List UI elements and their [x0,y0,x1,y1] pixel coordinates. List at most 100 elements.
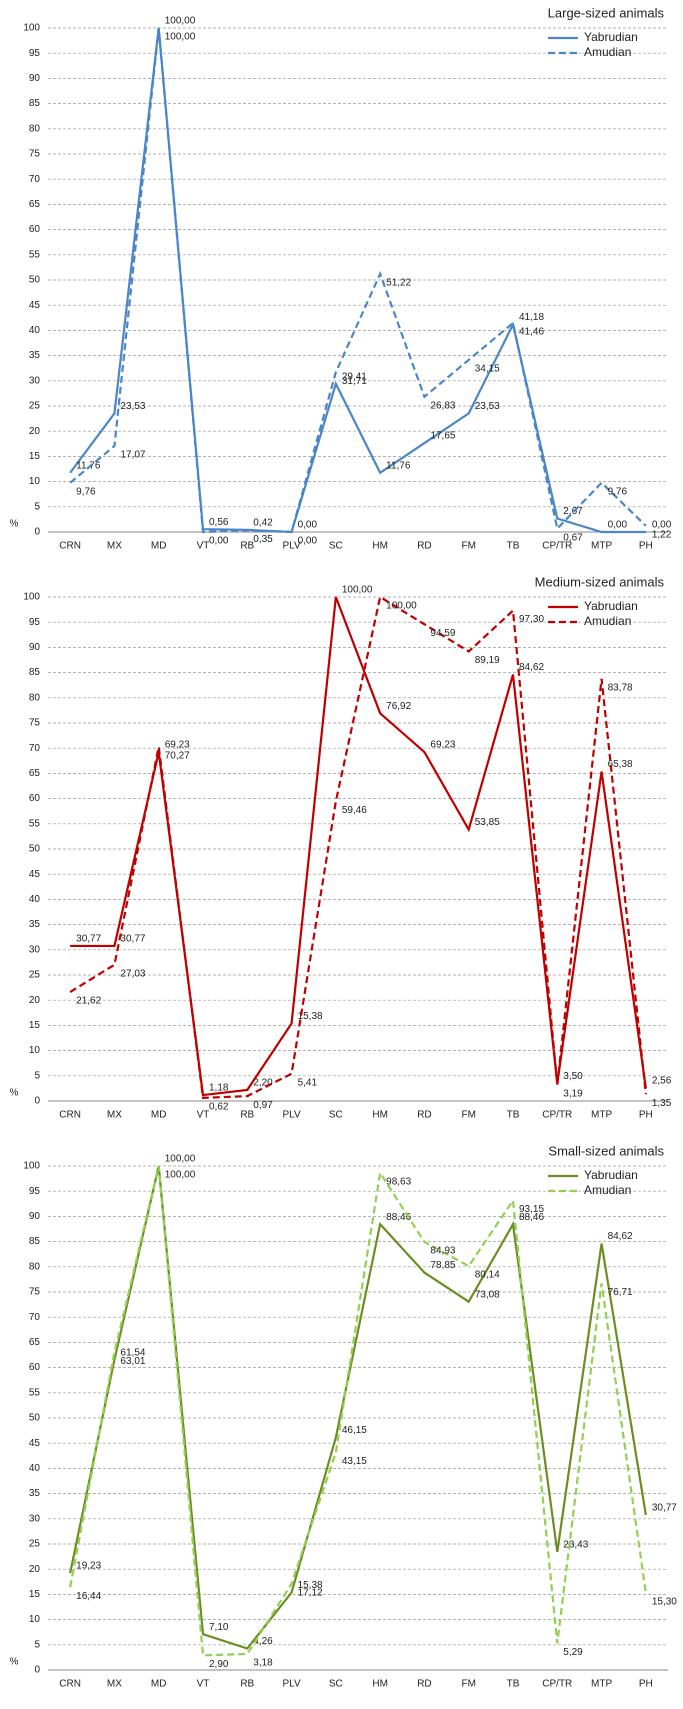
data-label: 100,00 [386,601,417,612]
data-label: 3,50 [563,1071,583,1082]
legend-label: Yabrudian [584,30,638,44]
x-tick-label: MX [107,541,122,552]
data-label: 2,67 [563,506,583,517]
y-tick-label: 15 [29,1589,41,1600]
y-tick-label: 85 [29,1236,41,1247]
data-label: 23,53 [120,401,145,412]
y-tick-label: 0 [34,527,40,538]
y-tick-label: 0 [34,1096,40,1107]
data-label: 100,00 [342,585,373,596]
x-tick-label: TB [507,541,520,552]
data-label: 98,63 [386,1177,411,1188]
data-label: 26,83 [430,400,455,411]
data-label: 89,19 [475,655,500,666]
y-tick-label: 60 [29,224,41,235]
y-tick-label: 30 [29,944,41,955]
data-label: 0,67 [563,532,583,543]
data-label: 51,22 [386,277,411,288]
data-label: 69,23 [430,740,455,751]
y-tick-label: 15 [29,1020,41,1031]
y-axis-label: % [10,1088,19,1099]
data-label: 93,15 [519,1204,544,1215]
data-label: 2,20 [253,1078,273,1089]
data-label: 83,78 [608,682,633,693]
x-tick-label: CRN [59,1679,81,1690]
legend-label: Amudian [584,614,631,628]
y-tick-label: 70 [29,174,41,185]
data-label: 30,77 [652,1503,677,1514]
x-tick-label: MTP [591,1110,612,1121]
x-tick-label: PH [639,1110,653,1121]
y-tick-label: 50 [29,275,41,286]
y-tick-label: 10 [29,1614,41,1625]
y-tick-label: 35 [29,919,41,930]
x-tick-label: SC [329,1679,343,1690]
data-label: 17,65 [430,431,455,442]
y-tick-label: 5 [34,1070,40,1081]
data-label: 0,42 [253,518,273,529]
y-tick-label: 80 [29,692,41,703]
chart-panel: 0510152025303540455055606570758085909510… [10,5,672,551]
y-tick-label: 65 [29,199,41,210]
data-label: 97,30 [519,614,544,625]
data-label: 16,44 [76,1591,101,1602]
y-tick-label: 20 [29,1564,41,1575]
y-tick-label: 20 [29,426,41,437]
y-tick-label: 10 [29,476,41,487]
legend-label: Amudian [584,45,631,59]
legend-label: Yabrudian [584,1168,638,1182]
x-tick-label: RD [417,1110,431,1121]
legend-label: Amudian [584,1183,631,1197]
x-tick-label: VT [197,1679,210,1690]
data-label: 43,15 [342,1456,367,1467]
data-label: 2,90 [209,1659,229,1670]
data-label: 11,76 [76,460,101,471]
y-tick-label: 60 [29,1362,41,1373]
x-tick-label: HM [372,1679,388,1690]
y-tick-label: 70 [29,1312,41,1323]
data-label: 3,18 [253,1658,273,1669]
data-label: 100,00 [165,1170,196,1181]
data-label: 11,76 [386,460,411,471]
y-tick-label: 75 [29,1287,41,1298]
y-tick-label: 15 [29,451,41,462]
data-label: 76,92 [386,701,411,712]
legend-label: Yabrudian [584,599,638,613]
data-label: 76,71 [608,1287,633,1298]
y-tick-label: 90 [29,642,41,653]
series-line [70,1166,646,1649]
y-tick-label: 40 [29,894,41,905]
data-label: 84,62 [519,662,544,673]
y-tick-label: 25 [29,970,41,981]
y-tick-label: 35 [29,350,41,361]
data-label: 0,35 [253,534,273,545]
y-tick-label: 70 [29,743,41,754]
data-label: 69,23 [165,740,190,751]
data-label: 1,18 [209,1083,229,1094]
x-tick-label: MX [107,1679,122,1690]
x-tick-label: TB [507,1110,520,1121]
y-tick-label: 20 [29,995,41,1006]
data-label: 23,43 [563,1540,588,1551]
series-line [70,597,646,1095]
data-label: 100,00 [165,16,196,27]
data-label: 59,46 [342,805,367,816]
y-tick-label: 55 [29,818,41,829]
data-label: 31,71 [342,376,367,387]
series-line [70,1166,646,1655]
data-label: 100,00 [165,1154,196,1165]
data-label: 2,56 [652,1076,672,1087]
series-line [70,597,646,1098]
chart-title: Large-sized animals [548,5,665,20]
x-tick-label: CRN [59,1110,81,1121]
x-tick-label: PH [639,541,653,552]
y-tick-label: 30 [29,375,41,386]
y-tick-label: 45 [29,300,41,311]
y-tick-label: 85 [29,98,41,109]
y-tick-label: 35 [29,1488,41,1499]
y-tick-label: 90 [29,73,41,84]
data-label: 21,62 [76,996,101,1007]
data-label: 78,85 [430,1260,455,1271]
y-tick-label: 85 [29,667,41,678]
y-tick-label: 50 [29,844,41,855]
